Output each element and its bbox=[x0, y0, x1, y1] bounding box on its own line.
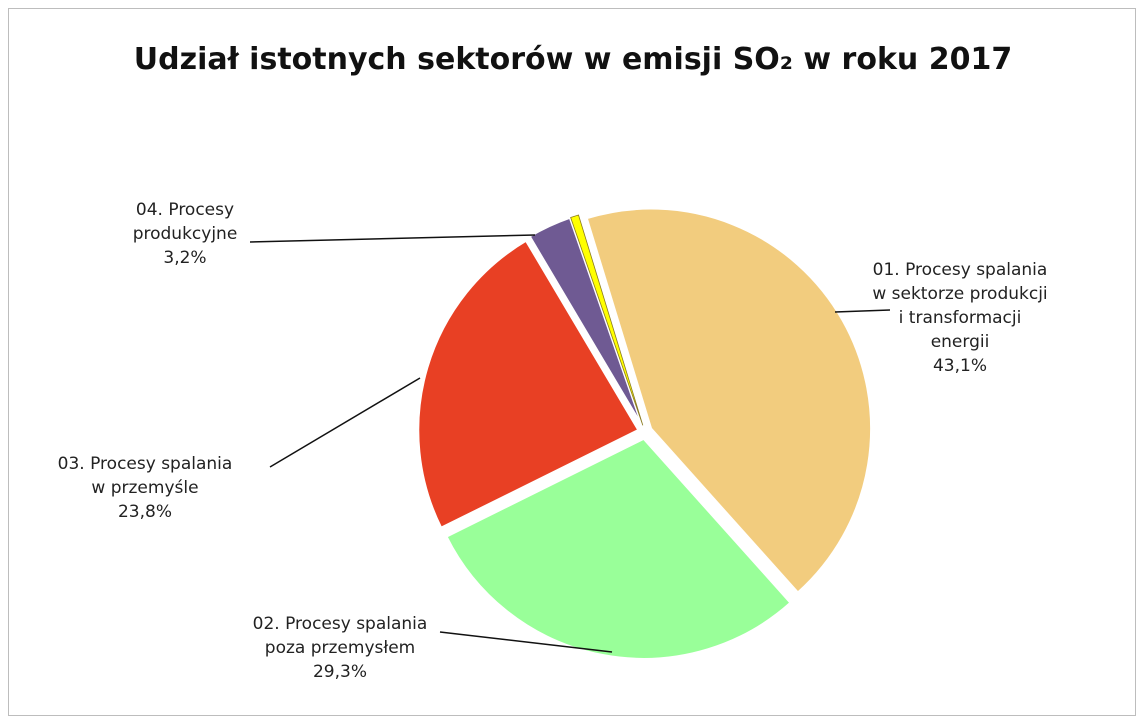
value-label: 43,1% bbox=[932, 356, 987, 376]
value-label: 23,8% bbox=[117, 502, 172, 522]
leader-line bbox=[269, 377, 421, 468]
pie-slice bbox=[528, 216, 643, 427]
slice-label: 03. Procesy spalania w przemyśle 23,8% bbox=[25, 452, 265, 524]
category-label: 04. Procesy produkcyjne bbox=[132, 200, 238, 244]
category-label: 02. Procesy spalania poza przemysłem bbox=[252, 614, 428, 658]
slice-label: 04. Procesy produkcyjne 3,2% bbox=[65, 198, 305, 270]
category-label: 01. Procesy spalania w sektorze produkcj… bbox=[872, 260, 1048, 352]
pie-slice bbox=[585, 207, 873, 594]
pie-slice bbox=[570, 214, 644, 426]
chart-title: Udział istotnych sektorów w emisji SO₂ w… bbox=[133, 42, 1013, 77]
pie-slice bbox=[417, 239, 640, 530]
leader-line bbox=[834, 309, 891, 313]
category-label: 03. Procesy spalania w przemyśle bbox=[57, 454, 233, 498]
slice-label: 02. Procesy spalania poza przemysłem 29,3… bbox=[220, 612, 460, 684]
chart-frame bbox=[8, 8, 1136, 716]
value-label: 29,3% bbox=[312, 662, 367, 682]
pie-slice bbox=[445, 437, 792, 660]
value-label: 3,2% bbox=[163, 248, 207, 268]
leader-line bbox=[439, 631, 613, 653]
slice-label: 01. Procesy spalania w sektorze produkcj… bbox=[840, 258, 1080, 378]
leader-line bbox=[249, 234, 536, 243]
